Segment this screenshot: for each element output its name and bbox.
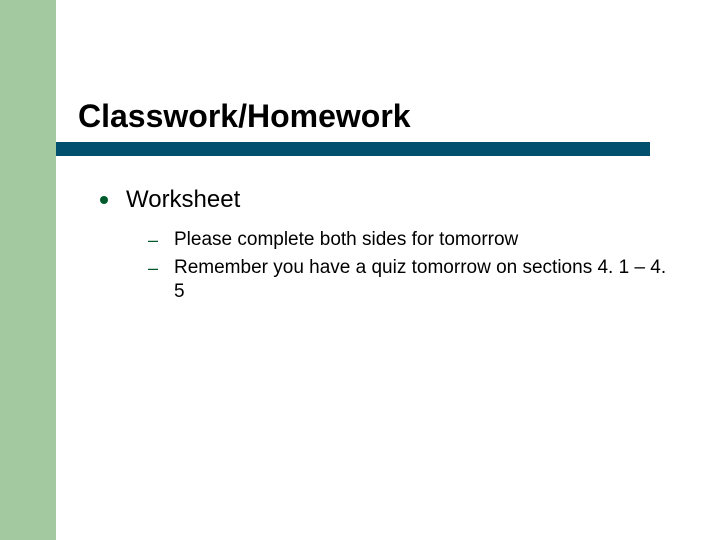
bullet-level2: – Please complete both sides for tomorro… bbox=[148, 228, 680, 252]
bullet-level1-text: Worksheet bbox=[126, 186, 240, 214]
circle-bullet-icon bbox=[100, 196, 108, 204]
bullet-level2-text: Please complete both sides for tomorrow bbox=[174, 228, 518, 252]
bullet-level2-group: – Please complete both sides for tomorro… bbox=[148, 228, 680, 304]
slide: Classwork/Homework Worksheet – Please co… bbox=[0, 0, 720, 540]
bullet-level2-text: Remember you have a quiz tomorrow on sec… bbox=[174, 256, 680, 304]
title-underline bbox=[56, 142, 650, 156]
content-area: Worksheet – Please complete both sides f… bbox=[100, 186, 680, 308]
bullet-level2: – Remember you have a quiz tomorrow on s… bbox=[148, 256, 680, 304]
dash-bullet-icon: – bbox=[148, 228, 160, 252]
slide-title: Classwork/Homework bbox=[78, 98, 411, 135]
title-area: Classwork/Homework bbox=[78, 98, 411, 135]
bullet-level1: Worksheet bbox=[100, 186, 680, 214]
dash-bullet-icon: – bbox=[148, 256, 160, 280]
sidebar-accent bbox=[0, 0, 56, 540]
